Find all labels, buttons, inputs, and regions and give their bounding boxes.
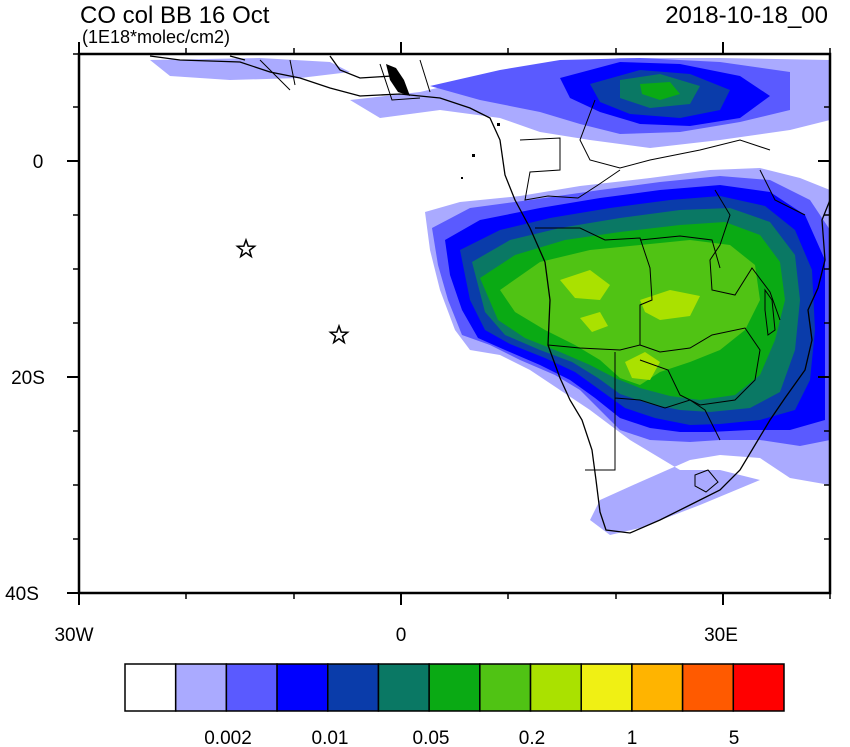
lon-label-30e: 30E (704, 625, 738, 646)
legend-label: 0.2 (519, 728, 545, 747)
island (461, 177, 463, 179)
legend-swatch (732, 663, 785, 712)
islands (386, 64, 500, 179)
legend-label: 5 (729, 728, 740, 747)
field-south-lightgreen (500, 240, 760, 385)
coastlines (149, 55, 830, 534)
lon-label-30w: 30W (54, 625, 93, 646)
lon-label-0: 0 (396, 625, 407, 646)
legend-swatch (377, 663, 430, 712)
border-line (585, 352, 721, 471)
map-title: CO col BB 16 Oct (80, 2, 270, 29)
legend-swatch (276, 663, 329, 712)
legend-swatch (174, 663, 228, 712)
units-label: (1E18*molec/cm2) (82, 27, 231, 47)
border-line (259, 59, 431, 101)
color-legend (124, 663, 785, 712)
minor-tick (73, 53, 79, 540)
star-marker-1 (235, 237, 257, 259)
legend-label: 0.01 (312, 728, 349, 747)
border-line (709, 189, 781, 321)
lesotho-border (694, 469, 719, 493)
field-south-yellowgreen (560, 270, 700, 380)
minor-tick (185, 593, 831, 599)
field-north-light (150, 58, 350, 80)
minor-ticks (73, 48, 831, 599)
island (472, 154, 475, 157)
border-line (535, 227, 653, 351)
legend-swatch (428, 663, 481, 712)
bioko-island (386, 64, 410, 96)
lat-label-20s: 20S (11, 368, 45, 389)
legend-swatch (529, 663, 582, 712)
border-line (639, 327, 761, 406)
minor-tick (824, 53, 830, 540)
island (497, 123, 500, 126)
legend-label: 0.05 (413, 728, 450, 747)
legend-label: 1 (627, 728, 638, 747)
field-north-green (640, 82, 680, 100)
co-column-field (150, 58, 830, 535)
lake-malawi (764, 288, 776, 336)
legend-label: 0.002 (204, 728, 252, 747)
country-borders (259, 59, 806, 493)
star-marker-2 (328, 323, 350, 345)
africa-coastline (149, 55, 830, 534)
border-line (579, 99, 771, 169)
legend-labels: 0.002 0.01 0.05 0.2 1 5 (204, 728, 739, 747)
lat-label-40s: 40S (5, 584, 39, 605)
legend-swatch (681, 663, 735, 712)
major-ticks (67, 42, 830, 605)
legend-swatch (479, 663, 532, 712)
legend-swatch (631, 663, 684, 712)
date-stamp: 2018-10-18_00 (665, 2, 828, 29)
legend-swatch (124, 663, 177, 712)
africa-coast-north (229, 55, 393, 79)
station-markers (235, 237, 350, 345)
legend-swatch (225, 663, 278, 712)
minor-tick (185, 48, 831, 54)
legend-swatch (580, 663, 633, 712)
border-line (519, 137, 621, 201)
legend-swatch (327, 663, 380, 712)
lat-label-0: 0 (33, 152, 44, 173)
border-line (639, 169, 806, 269)
